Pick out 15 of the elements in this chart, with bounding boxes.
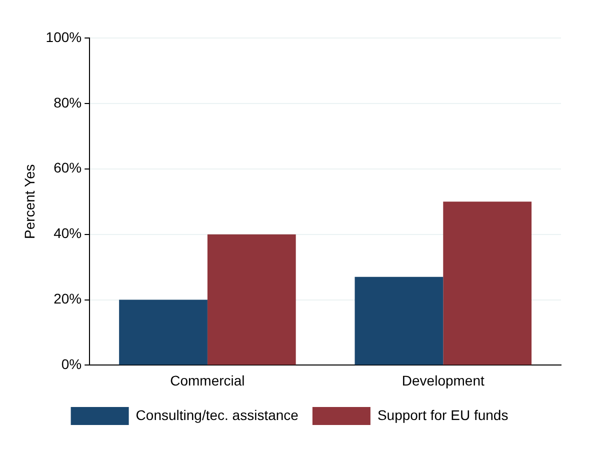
legend-label: Support for EU funds xyxy=(377,406,508,423)
y-tick-label: 100% xyxy=(46,28,82,45)
y-tick-label: 60% xyxy=(54,160,82,176)
x-tick-label: Commercial xyxy=(170,372,245,388)
bar xyxy=(119,300,208,365)
y-tick-label: 0% xyxy=(61,356,82,372)
x-tick-label: Development xyxy=(402,372,484,388)
bar xyxy=(354,276,444,365)
bar xyxy=(443,202,532,365)
legend-label: Consulting/tec. assistance xyxy=(136,406,299,423)
y-tick-label: 40% xyxy=(54,225,82,242)
y-axis-title: Percent Yes xyxy=(21,164,38,239)
y-tick-label: 80% xyxy=(54,94,82,110)
bar xyxy=(207,234,296,365)
y-tick-label: 20% xyxy=(54,290,82,307)
